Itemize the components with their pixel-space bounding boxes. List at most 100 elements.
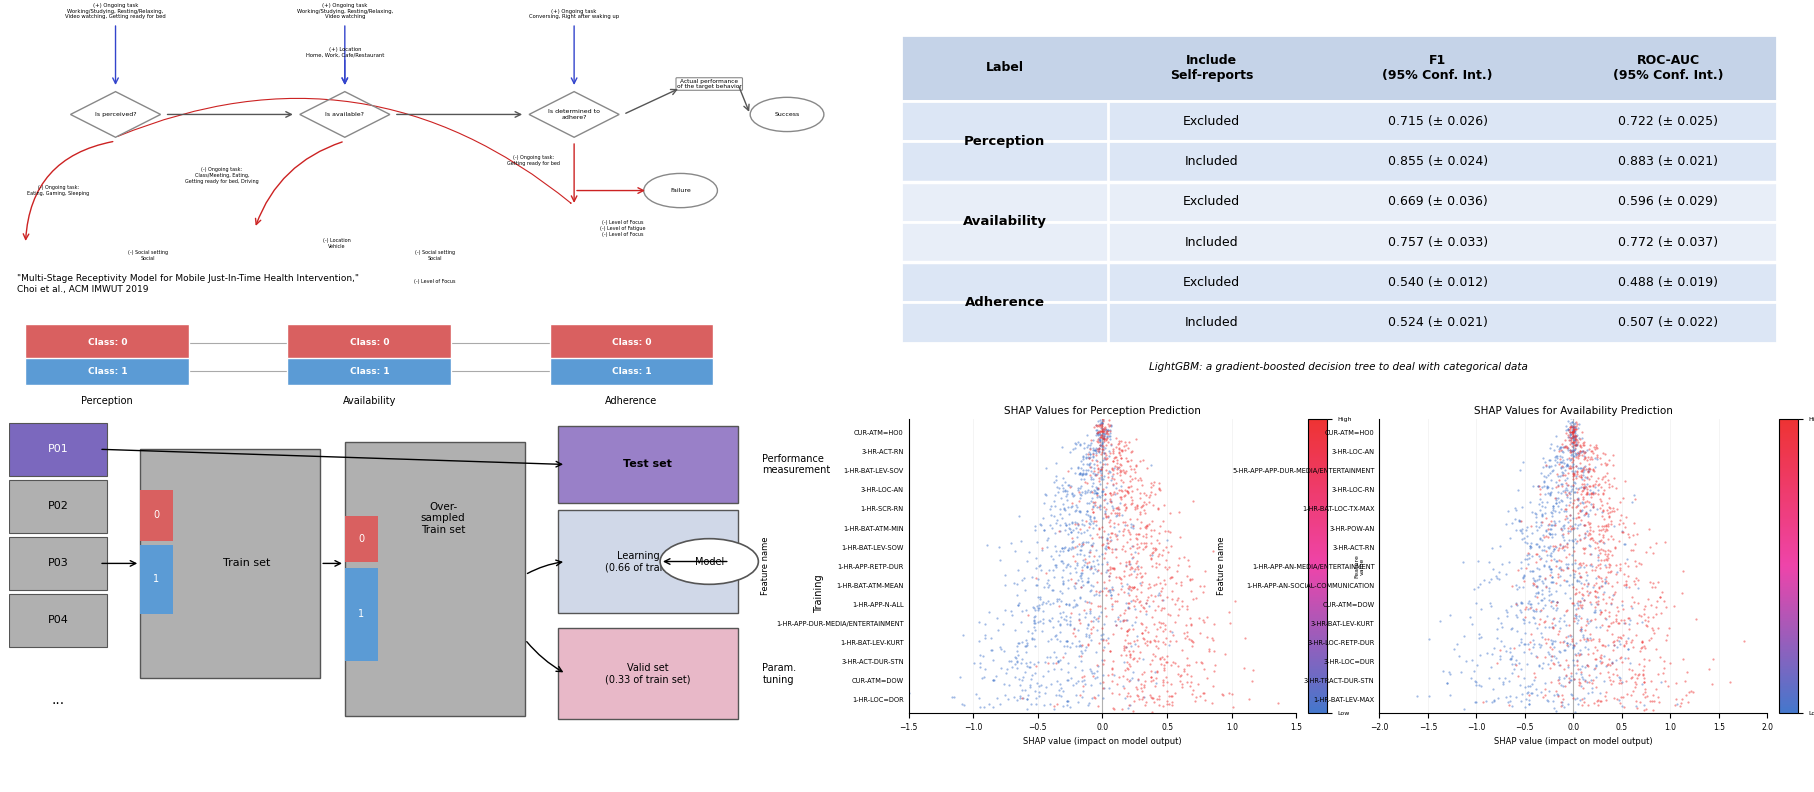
Text: Failure: Failure — [669, 188, 691, 193]
Point — [1048, 571, 1078, 584]
Point — [1088, 420, 1117, 432]
Point — [1157, 539, 1186, 552]
Point — [1556, 434, 1585, 447]
Point — [1542, 555, 1571, 568]
Point — [1088, 422, 1117, 435]
Point — [1163, 565, 1192, 577]
Point — [1553, 472, 1582, 485]
Point — [1609, 617, 1638, 630]
Point — [1569, 490, 1598, 503]
Point — [1562, 438, 1591, 451]
Text: P02: P02 — [47, 501, 69, 512]
Point — [1130, 604, 1159, 617]
Point — [1558, 436, 1587, 448]
Point — [1152, 649, 1181, 662]
Point — [1538, 518, 1567, 531]
Point — [1569, 482, 1598, 494]
Point — [1573, 580, 1602, 592]
Point — [1575, 596, 1604, 608]
Point — [1117, 551, 1146, 564]
Point — [1529, 615, 1558, 628]
Point — [1638, 611, 1667, 623]
Point — [1125, 604, 1154, 617]
Point — [1645, 591, 1674, 604]
Point — [1520, 578, 1549, 591]
Point — [1029, 597, 1058, 610]
Point — [1538, 620, 1567, 633]
Point — [1587, 619, 1616, 631]
Point — [1126, 677, 1156, 690]
Text: 0.855 (± 0.024): 0.855 (± 0.024) — [1388, 155, 1487, 168]
Point — [1620, 596, 1649, 609]
Point — [1083, 428, 1112, 440]
Point — [1571, 488, 1600, 501]
Point — [1567, 571, 1596, 584]
Point — [1125, 471, 1154, 484]
Point — [1518, 579, 1547, 592]
Point — [1556, 430, 1585, 443]
Point — [1043, 481, 1072, 493]
Point — [1072, 561, 1101, 573]
Point — [1085, 531, 1114, 543]
Point — [1526, 497, 1555, 510]
Point — [1078, 539, 1107, 551]
Point — [1112, 556, 1141, 569]
Point — [1067, 543, 1096, 556]
Point — [1547, 456, 1576, 469]
Point — [1079, 505, 1108, 518]
Point — [1569, 474, 1598, 486]
Point — [1518, 686, 1547, 699]
Point — [1174, 554, 1203, 566]
Point — [1622, 699, 1651, 712]
Point — [1092, 481, 1121, 493]
Point — [1137, 595, 1166, 607]
Point — [1446, 665, 1475, 678]
Point — [945, 670, 974, 683]
Point — [1125, 651, 1154, 664]
Point — [1125, 596, 1154, 609]
Point — [1197, 632, 1226, 645]
Point — [1511, 603, 1540, 615]
Point — [1598, 532, 1627, 545]
Point — [1618, 642, 1647, 654]
Point — [1598, 592, 1627, 605]
Point — [1462, 658, 1491, 671]
Point — [1549, 636, 1578, 649]
Point — [1553, 444, 1582, 456]
Point — [1076, 579, 1105, 592]
Point — [1565, 462, 1595, 474]
Point — [1546, 450, 1575, 463]
Point — [1553, 453, 1582, 466]
Point — [1495, 531, 1524, 544]
Point — [1507, 523, 1536, 535]
Point — [1607, 599, 1636, 611]
Point — [1513, 547, 1542, 560]
Point — [1507, 527, 1536, 539]
Point — [1063, 525, 1092, 538]
Point — [1068, 680, 1097, 692]
Point — [1567, 487, 1596, 500]
Point — [1159, 687, 1188, 699]
Point — [1094, 527, 1123, 540]
Point — [1175, 680, 1204, 692]
Point — [1551, 631, 1580, 644]
Point — [1555, 442, 1584, 455]
Point — [1604, 575, 1633, 588]
Point — [1562, 420, 1591, 432]
Point — [1593, 520, 1622, 533]
X-axis label: SHAP value (impact on model output): SHAP value (impact on model output) — [1023, 737, 1181, 746]
Point — [1054, 544, 1083, 557]
Point — [1629, 603, 1658, 615]
Point — [1591, 573, 1620, 586]
Point — [998, 609, 1027, 622]
Point — [1087, 446, 1116, 459]
Point — [1613, 569, 1642, 582]
Text: Class: 0: Class: 0 — [350, 338, 390, 347]
Point — [1047, 682, 1076, 695]
Point — [1569, 461, 1598, 474]
Point — [1083, 462, 1112, 474]
Point — [1551, 502, 1580, 515]
Point — [1172, 570, 1201, 583]
Text: LightGBM: a gradient-boosted decision tree to deal with categorical data: LightGBM: a gradient-boosted decision tr… — [1150, 362, 1527, 371]
Point — [1651, 634, 1680, 646]
